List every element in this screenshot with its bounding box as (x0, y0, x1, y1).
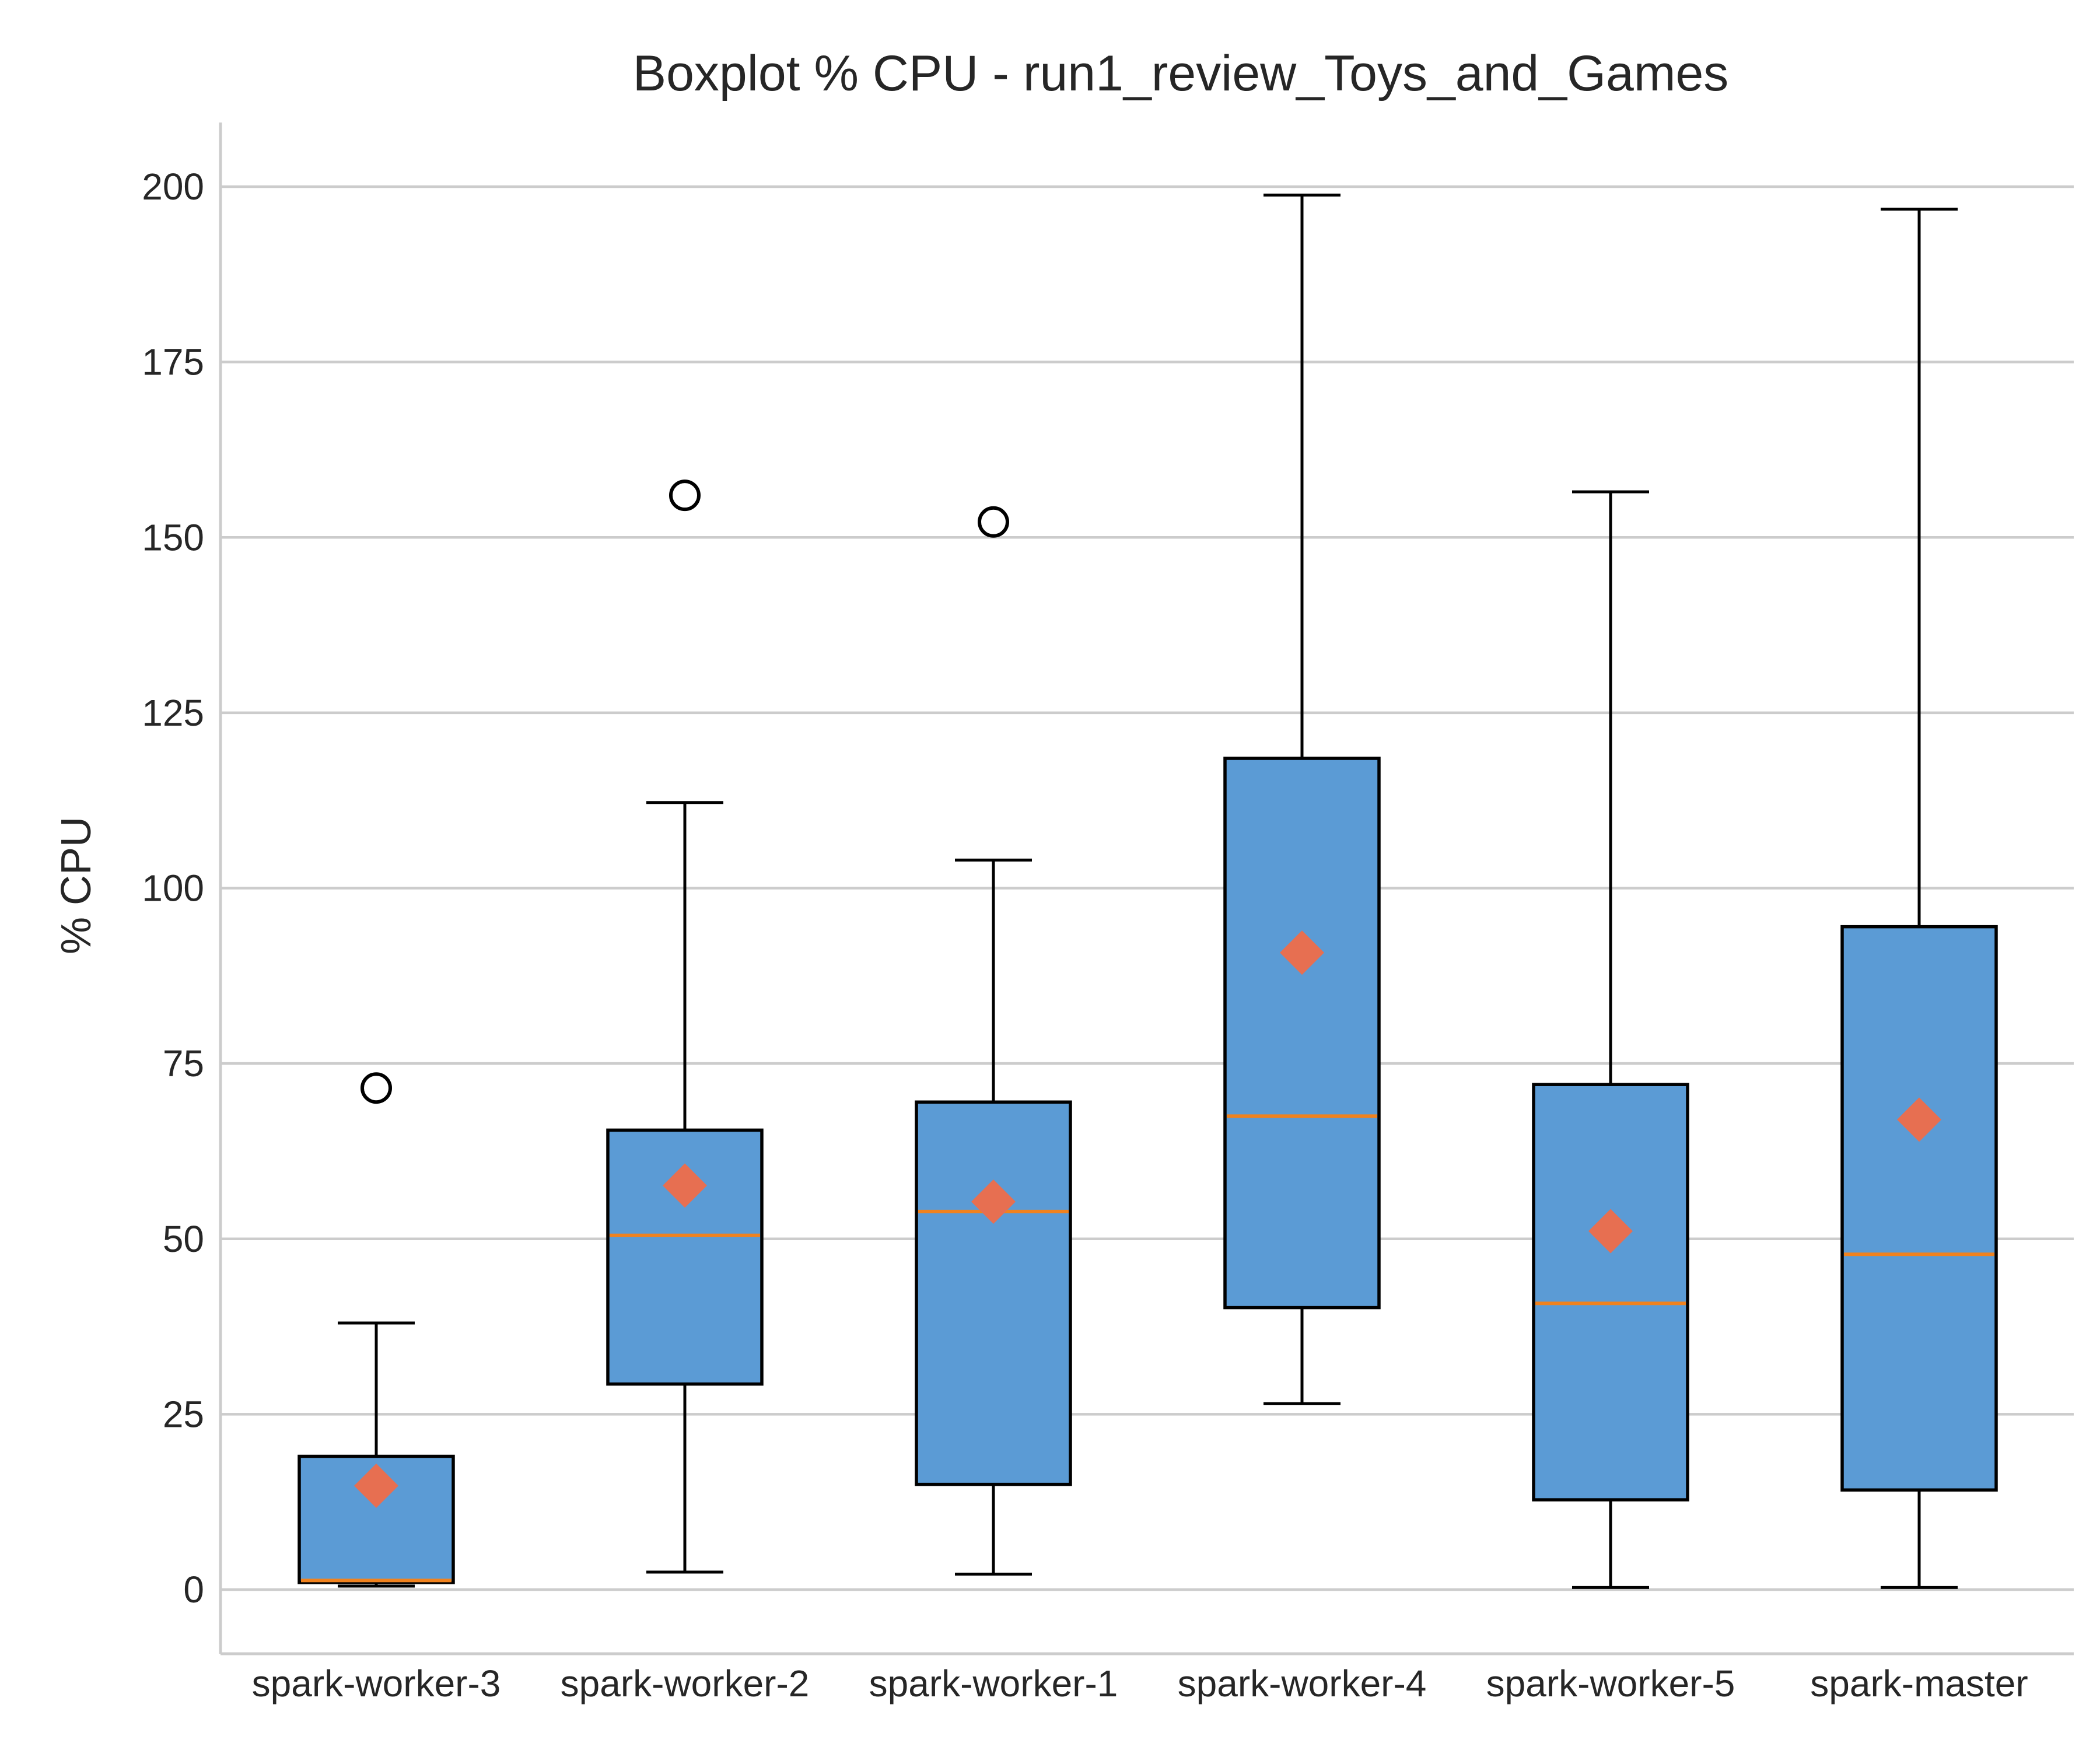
mean-marker (1897, 1097, 1941, 1142)
y-tick-labels: 0 25 50 75 100 125 150 175 200 (142, 166, 204, 1611)
x-tick-label: spark-master (1810, 1662, 2028, 1704)
y-tick-label: 100 (142, 867, 204, 909)
y-tick-label: 0 (183, 1569, 204, 1611)
chart-title: Boxplot % CPU - run1_review_Toys_and_Gam… (633, 46, 1729, 102)
box-group (1532, 490, 1689, 1589)
box-group (298, 1072, 455, 1588)
x-tick-label: spark-worker-3 (252, 1662, 501, 1704)
mean-marker (663, 1163, 707, 1208)
mean-marker (1588, 1209, 1633, 1254)
gridlines (220, 185, 2074, 1591)
x-tick-label: spark-worker-1 (869, 1662, 1118, 1704)
box-group (915, 506, 1072, 1576)
y-tick-label: 50 (163, 1218, 204, 1260)
outlier-point (360, 1072, 392, 1104)
boxes (298, 193, 1998, 1589)
box-group (1840, 207, 1998, 1589)
iqr-box (1223, 757, 1381, 1310)
y-axis-label: % CPU (53, 817, 100, 954)
mean-marker (971, 1180, 1016, 1224)
mean-marker (1280, 930, 1324, 975)
y-tick-label: 125 (142, 692, 204, 734)
outlier-point (978, 506, 1009, 538)
x-tick-label: spark-worker-5 (1486, 1662, 1735, 1704)
y-tick-label: 150 (142, 516, 204, 558)
mean-marker (354, 1464, 398, 1508)
outlier-point (669, 480, 701, 512)
y-tick-label: 200 (142, 166, 204, 208)
box-group (606, 480, 764, 1574)
iqr-box (915, 1100, 1072, 1486)
iqr-box (1840, 925, 1998, 1492)
y-tick-label: 75 (163, 1042, 204, 1084)
x-tick-label: spark-worker-2 (561, 1662, 810, 1704)
iqr-box (1532, 1083, 1689, 1502)
x-tick-label: spark-worker-4 (1178, 1662, 1427, 1704)
axis-spines (219, 123, 2074, 1656)
y-tick-label: 25 (163, 1393, 204, 1435)
y-tick-label: 175 (142, 341, 204, 383)
x-tick-labels: spark-worker-3 spark-worker-2 spark-worker… (252, 1662, 2028, 1704)
box-group (1223, 193, 1381, 1405)
